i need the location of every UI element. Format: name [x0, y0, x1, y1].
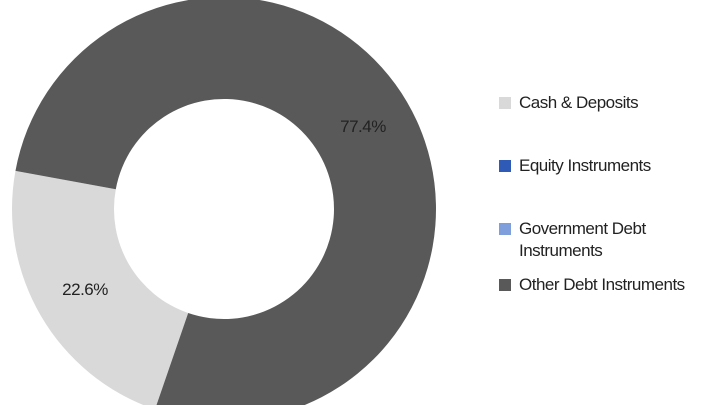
legend-label: Government Debt Instruments — [519, 219, 646, 260]
donut-slice — [12, 170, 189, 405]
data-label: 22.6% — [62, 280, 108, 299]
legend-item: Government Debt Instruments — [499, 218, 709, 262]
legend-item: Other Debt Instruments — [499, 274, 709, 296]
legend-label: Cash & Deposits — [519, 93, 639, 112]
legend-label: Equity Instruments — [519, 156, 651, 175]
legend: Cash & Deposits Equity Instruments Governm… — [499, 92, 709, 296]
legend-item: Cash & Deposits — [499, 92, 709, 114]
legend-swatch — [499, 160, 511, 172]
legend-item: Equity Instruments — [499, 155, 709, 177]
legend-swatch — [499, 279, 511, 291]
data-label: 77.4% — [340, 117, 386, 136]
legend-swatch — [499, 97, 511, 109]
donut-slice — [15, 0, 436, 405]
legend-swatch — [499, 223, 511, 235]
legend-label: Other Debt Instruments — [519, 275, 685, 294]
